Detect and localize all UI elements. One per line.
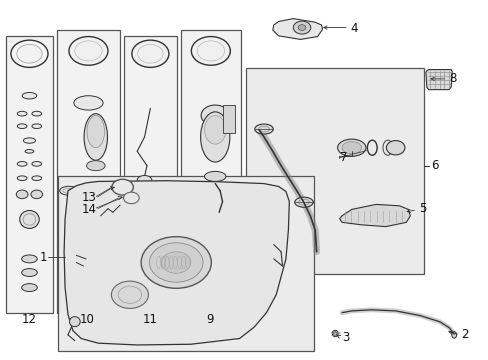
Ellipse shape <box>17 176 27 180</box>
Ellipse shape <box>202 275 221 293</box>
Ellipse shape <box>66 248 80 255</box>
Bar <box>256 235 266 246</box>
Text: 13: 13 <box>81 191 96 204</box>
Bar <box>256 253 266 264</box>
Ellipse shape <box>81 248 95 255</box>
Ellipse shape <box>81 263 95 269</box>
Ellipse shape <box>60 186 78 195</box>
Bar <box>181 30 241 314</box>
Circle shape <box>132 40 168 67</box>
Ellipse shape <box>331 330 337 337</box>
Bar <box>123 36 177 314</box>
Ellipse shape <box>69 317 80 327</box>
Bar <box>5 36 53 314</box>
Ellipse shape <box>17 124 27 129</box>
Ellipse shape <box>21 255 37 263</box>
Ellipse shape <box>21 284 37 292</box>
Ellipse shape <box>22 93 37 99</box>
Ellipse shape <box>137 176 152 184</box>
Ellipse shape <box>66 263 80 269</box>
Ellipse shape <box>71 275 90 293</box>
Text: 10: 10 <box>80 312 95 326</box>
Ellipse shape <box>294 197 313 207</box>
Circle shape <box>111 281 148 309</box>
Circle shape <box>75 41 102 61</box>
Circle shape <box>141 237 211 288</box>
Ellipse shape <box>23 138 36 143</box>
Circle shape <box>298 25 305 31</box>
Ellipse shape <box>197 263 211 269</box>
Polygon shape <box>425 69 451 90</box>
Ellipse shape <box>341 141 361 154</box>
Ellipse shape <box>21 269 37 276</box>
Ellipse shape <box>145 217 158 225</box>
Polygon shape <box>339 204 409 226</box>
Ellipse shape <box>386 140 404 155</box>
Ellipse shape <box>201 105 229 126</box>
Bar <box>141 187 162 202</box>
Ellipse shape <box>212 263 225 269</box>
Polygon shape <box>272 19 322 40</box>
Bar <box>246 68 423 274</box>
Ellipse shape <box>451 332 456 338</box>
Ellipse shape <box>257 249 265 255</box>
Ellipse shape <box>32 176 41 180</box>
Ellipse shape <box>86 161 105 171</box>
Ellipse shape <box>84 114 107 160</box>
Text: 8: 8 <box>448 72 456 85</box>
Ellipse shape <box>197 248 211 255</box>
Circle shape <box>149 243 203 282</box>
Circle shape <box>112 179 133 195</box>
Circle shape <box>69 37 108 65</box>
Circle shape <box>31 190 42 199</box>
Circle shape <box>191 37 230 65</box>
Ellipse shape <box>254 124 273 134</box>
Text: 5: 5 <box>418 202 426 215</box>
Text: 7: 7 <box>339 151 346 164</box>
Ellipse shape <box>25 149 34 153</box>
Circle shape <box>16 190 28 199</box>
Bar <box>223 105 235 134</box>
Bar <box>58 176 313 351</box>
Text: 2: 2 <box>461 328 468 341</box>
Ellipse shape <box>71 296 90 304</box>
Ellipse shape <box>32 162 41 166</box>
Circle shape <box>138 44 163 63</box>
Text: 3: 3 <box>341 330 349 343</box>
Circle shape <box>123 192 139 204</box>
Text: 6: 6 <box>430 159 437 172</box>
Ellipse shape <box>87 116 104 148</box>
Circle shape <box>11 40 48 67</box>
Ellipse shape <box>32 124 41 129</box>
Ellipse shape <box>32 111 41 116</box>
Text: 11: 11 <box>142 312 157 326</box>
Ellipse shape <box>17 162 27 166</box>
Text: 14: 14 <box>81 203 96 216</box>
Ellipse shape <box>189 197 209 206</box>
Bar <box>57 30 120 314</box>
Circle shape <box>161 252 190 273</box>
Ellipse shape <box>20 211 39 228</box>
Circle shape <box>197 41 224 61</box>
Ellipse shape <box>204 116 225 144</box>
Circle shape <box>17 44 42 63</box>
Text: 9: 9 <box>206 312 214 326</box>
Ellipse shape <box>337 139 365 156</box>
Ellipse shape <box>204 171 225 181</box>
Ellipse shape <box>200 112 229 162</box>
Ellipse shape <box>74 96 103 110</box>
Circle shape <box>293 21 310 34</box>
Text: 12: 12 <box>22 312 37 326</box>
Ellipse shape <box>212 248 225 255</box>
Text: 4: 4 <box>350 22 358 35</box>
Ellipse shape <box>17 111 27 116</box>
Polygon shape <box>64 181 289 345</box>
Text: 1: 1 <box>40 251 47 264</box>
